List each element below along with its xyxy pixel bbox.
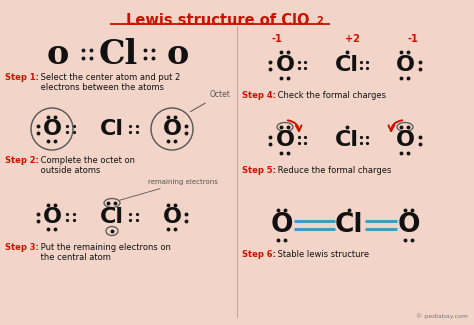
Text: -1: -1 [272, 34, 283, 44]
Text: Step 3:: Step 3: [5, 243, 39, 252]
Text: Lewis structure of ClO: Lewis structure of ClO [126, 13, 310, 28]
Text: O: O [271, 212, 293, 238]
Text: Step 4:: Step 4: [242, 91, 276, 100]
Text: remaining electrons: remaining electrons [119, 179, 218, 200]
Text: O: O [43, 207, 62, 227]
Text: O: O [43, 119, 62, 139]
Text: Cl: Cl [335, 130, 359, 150]
Text: O: O [275, 55, 294, 75]
Text: O: O [275, 130, 294, 150]
Text: Step 6:: Step 6: [242, 250, 276, 259]
Text: -1: -1 [408, 34, 419, 44]
Text: Step 5:: Step 5: [242, 166, 276, 175]
Text: Put the remaining electrons on
 the central atom: Put the remaining electrons on the centr… [38, 243, 171, 262]
Text: O: O [398, 212, 420, 238]
Text: Stable lewis structure: Stable lewis structure [275, 250, 369, 259]
Text: O: O [163, 207, 182, 227]
Text: o: o [47, 37, 69, 71]
Text: o: o [167, 37, 189, 71]
Text: Cl: Cl [100, 207, 124, 227]
Text: Cl: Cl [335, 212, 363, 238]
Text: Step 2:: Step 2: [5, 156, 39, 165]
Text: Cl: Cl [99, 37, 137, 71]
Text: O: O [163, 119, 182, 139]
Text: © pediabay.com: © pediabay.com [416, 313, 468, 319]
Text: Check the formal charges: Check the formal charges [275, 91, 386, 100]
Text: O: O [395, 130, 414, 150]
Text: Select the center atom and put 2
 electrons between the atoms: Select the center atom and put 2 electro… [38, 73, 180, 92]
Text: +2: +2 [345, 34, 359, 44]
Text: 2: 2 [316, 16, 323, 26]
Text: Cl: Cl [100, 119, 124, 139]
Text: Reduce the formal charges: Reduce the formal charges [275, 166, 392, 175]
Text: Octet: Octet [191, 90, 231, 111]
Text: Cl: Cl [335, 55, 359, 75]
Text: Step 1:: Step 1: [5, 73, 39, 82]
Text: O: O [395, 55, 414, 75]
Text: Complete the octet on
 outside atoms: Complete the octet on outside atoms [38, 156, 135, 176]
